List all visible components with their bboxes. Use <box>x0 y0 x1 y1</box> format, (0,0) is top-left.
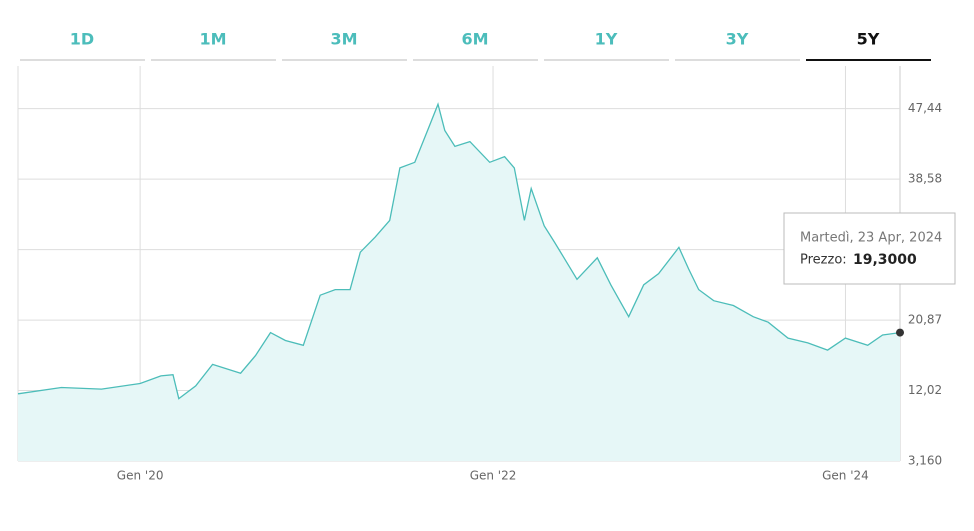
tab-label[interactable]: 6M <box>461 30 488 49</box>
y-tick-label: 3,160 <box>908 454 942 468</box>
y-tick-label: 47,44 <box>908 101 942 115</box>
tab-label[interactable]: 1Y <box>595 30 618 49</box>
tooltip: Martedì, 23 Apr, 2024 Prezzo: 19,3000 <box>783 212 956 285</box>
x-tick-label: Gen '22 <box>470 469 517 483</box>
tooltip-value: 19,3000 <box>853 252 917 268</box>
y-tick-label: 20,87 <box>908 313 942 327</box>
x-tick-label: Gen '24 <box>822 469 869 483</box>
price-line <box>17 102 901 400</box>
tab-label[interactable]: 1M <box>199 30 226 49</box>
tooltip-label: Prezzo: <box>800 253 847 268</box>
y-tick-label: 38,58 <box>908 172 942 186</box>
y-tick-label: 12,02 <box>908 383 942 397</box>
tab-label[interactable]: 5Y <box>857 30 880 49</box>
x-tick-label: Gen '20 <box>117 469 164 483</box>
tab-label[interactable]: 3Y <box>726 30 749 49</box>
area-fill <box>18 104 900 461</box>
tooltip-date: Martedì, 23 Apr, 2024 <box>800 231 942 246</box>
tooltip-box <box>783 212 956 285</box>
hover-point <box>896 328 904 337</box>
tab-label[interactable]: 3M <box>330 30 357 49</box>
tab-label[interactable]: 1D <box>70 30 94 49</box>
